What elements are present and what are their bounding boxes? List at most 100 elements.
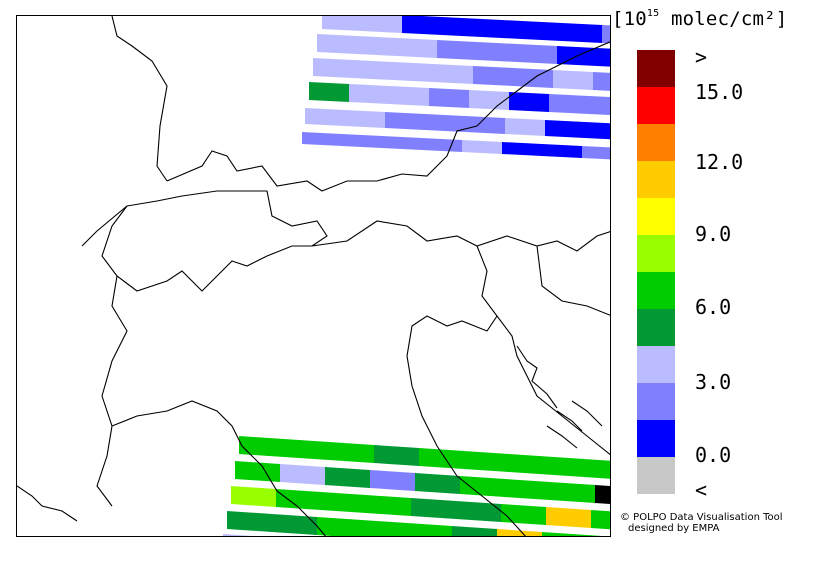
colorbar-tick-label: 6.0 (695, 295, 732, 319)
satellite-pixel (482, 19, 522, 39)
satellite-pixel (231, 486, 276, 507)
satellite-pixel (385, 112, 425, 130)
map-canvas (17, 16, 610, 536)
satellite-pixel (280, 464, 325, 485)
satellite-pixel (585, 122, 610, 140)
satellite-pixel (591, 510, 610, 530)
colorbar-tick-label: 12.0 (695, 150, 744, 174)
satellite-pixel (469, 90, 509, 110)
colorbar-swatch (637, 198, 675, 235)
colorbar-swatch (637, 50, 675, 87)
satellite-pixel (425, 114, 465, 132)
satellite-pixel (589, 96, 610, 116)
satellite-pixel (223, 534, 253, 536)
country-borders (17, 16, 610, 536)
satellite-pixel (422, 138, 462, 152)
colorbar-tick-label: 9.0 (695, 222, 732, 246)
satellite-pixel (437, 40, 477, 60)
credit-line-2: designed by EMPA (628, 523, 720, 534)
satellite-pixel (309, 82, 349, 102)
satellite-pixel (317, 517, 362, 536)
satellite-pixel (342, 134, 382, 148)
satellite-pixel (322, 16, 362, 31)
map-panel (16, 15, 611, 537)
colorbar-swatch (637, 309, 675, 346)
satellite-pixel (329, 442, 374, 463)
satellite-pixel (550, 482, 595, 503)
satellite-pixel (433, 64, 473, 84)
satellite-pixel (325, 467, 370, 488)
satellite-pixel (549, 94, 589, 114)
satellite-pixel (462, 140, 502, 154)
satellite-pixel (382, 136, 422, 150)
satellite-pixel (460, 476, 505, 497)
satellite-pixel (407, 523, 452, 536)
satellite-pixel (554, 457, 599, 478)
colorbar-swatch (637, 235, 675, 272)
satellite-pixel (505, 479, 550, 500)
satellite-pixel (276, 489, 321, 510)
credit-line-1: © POLPO Data Visualisation Tool (620, 512, 783, 523)
satellite-pixel (389, 86, 429, 106)
satellite-pixel (497, 529, 542, 536)
satellite-pixel (517, 44, 557, 64)
satellite-pixel (302, 132, 342, 146)
satellite-pixel (587, 535, 603, 536)
satellite-pixel (402, 16, 442, 35)
colorbar-tick-label: 3.0 (695, 370, 732, 394)
satellite-pixel (419, 448, 464, 469)
satellite-pixel (452, 526, 497, 536)
credit-text: © POLPO Data Visualisation Tool designed… (620, 512, 783, 534)
satellite-pixel (509, 92, 549, 112)
colorbar (637, 50, 675, 494)
satellite-pixel (546, 507, 591, 528)
satellite-pixel (509, 454, 554, 475)
satellite-pixel (362, 520, 407, 536)
satellite-pixel (235, 461, 280, 482)
satellite-pixel (284, 439, 329, 460)
satellite-pixel (429, 88, 469, 108)
colorbar-swatch (637, 87, 675, 124)
satellite-pixel (553, 70, 593, 90)
satellite-pixel (393, 62, 433, 82)
satellite-pixel (522, 21, 562, 41)
legend-unit-label: [1015 molec/cm²] (612, 7, 788, 30)
satellite-pixel (545, 120, 585, 138)
satellite-pixel (465, 116, 505, 134)
satellite-pixel (370, 470, 415, 491)
satellite-pixel (505, 118, 545, 136)
satellite-pixel (542, 144, 582, 158)
satellite-pixel (502, 142, 542, 156)
satellite-pixel (595, 485, 610, 504)
satellite-pixel (562, 23, 602, 43)
satellite-pixel (227, 511, 272, 532)
satellite-pixel (411, 498, 456, 519)
satellite-pixel (599, 460, 610, 479)
colorbar-swatch (637, 124, 675, 161)
colorbar-swatch (637, 161, 675, 198)
satellite-pixel (374, 445, 419, 466)
satellite-pixel (305, 108, 345, 126)
satellite-pixel (477, 42, 517, 62)
satellite-pixel (362, 16, 402, 33)
colorbar-tick-label: 15.0 (695, 80, 744, 104)
satellite-pixel (357, 36, 397, 56)
satellite-pixel (345, 110, 385, 128)
satellite-pixel (415, 473, 460, 494)
colorbar-tick-label: > (695, 45, 708, 69)
satellite-pixel (602, 25, 610, 44)
satellite-pixel (501, 504, 546, 525)
colorbar-swatch (637, 457, 675, 494)
colorbar-tick-label: 0.0 (695, 443, 732, 467)
satellite-pixels (223, 16, 610, 536)
satellite-pixel (321, 492, 366, 513)
satellite-pixel (593, 72, 610, 91)
satellite-pixel (456, 501, 501, 522)
satellite-pixel (317, 34, 357, 54)
satellite-pixel (542, 532, 587, 536)
satellite-pixel (464, 451, 509, 472)
satellite-pixel (582, 146, 610, 160)
satellite-pixel (473, 66, 513, 86)
colorbar-swatch (637, 383, 675, 420)
colorbar-swatch (637, 346, 675, 383)
